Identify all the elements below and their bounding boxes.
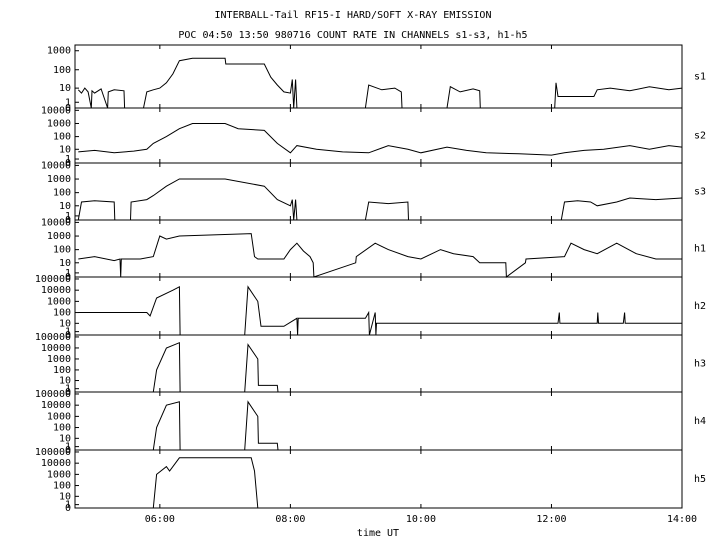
y-tick-label: 1000 [47,411,71,422]
y-tick-label: 10000 [41,285,71,296]
data-line [78,457,259,509]
y-tick-label: 10 [59,83,71,94]
data-line [78,285,682,336]
y-tick-label: 10000 [41,400,71,411]
y-tick-label: 10000 [41,105,71,116]
y-tick-label: 100000 [35,274,71,285]
y-tick-label: 10 [59,318,71,329]
panel-label: h1 [694,244,706,255]
y-tick-label: 100 [53,65,71,76]
panel-label: h4 [694,416,706,427]
y-tick-label: 1000 [47,231,71,242]
y-tick-label: 1000 [47,46,71,57]
panel-label: h3 [694,359,706,370]
y-tick-label: 1 [65,384,71,395]
data-line [77,178,683,221]
x-tick-label: 08:00 [275,514,305,525]
y-tick-label: 1000 [47,174,71,185]
y-tick-label: 10 [59,201,71,212]
y-tick-label: 1000 [47,118,71,129]
y-tick-label: 10 [59,258,71,269]
y-tick-label: 1 [65,327,71,338]
y-tick-label: 100 [53,365,71,376]
y-tick-label: 1 [65,154,71,165]
y-tick-label: 100 [53,132,71,143]
chart-title: INTERBALL-Tail RF15-I HARD/SOFT X-RAY EM… [215,10,492,21]
y-tick-label: 100000 [35,447,71,458]
y-tick-label: 100000 [35,389,71,400]
y-tick-label: 10000 [41,217,71,228]
y-tick-label: 1000 [47,469,71,480]
x-tick-label: 10:00 [406,514,436,525]
x-tick-label: 06:00 [145,514,175,525]
y-tick-label: 1 [65,97,71,108]
chart-subtitle: POC 04:50 13:50 980716 COUNT RATE IN CHA… [178,30,527,41]
x-axis-label: time UT [357,528,399,539]
y-tick-label: 10 [59,376,71,387]
y-tick-label: 0 [65,503,71,514]
data-line [78,233,682,278]
y-tick-label: 0 [65,445,71,456]
y-tick-label: 0 [65,215,71,226]
y-tick-label: 100 [53,188,71,199]
y-tick-label: 10000 [41,343,71,354]
y-tick-label: 10000 [41,160,71,171]
panel-label: s3 [694,187,706,198]
y-tick-label: 1 [65,442,71,453]
y-tick-label: 100 [53,481,71,492]
y-tick-label: 1000 [47,296,71,307]
y-tick-label: 0 [65,158,71,169]
y-tick-label: 10000 [41,458,71,469]
panel-label: h5 [694,474,706,485]
y-tick-label: 1000 [47,354,71,365]
y-tick-label: 0 [65,103,71,114]
y-tick-label: 100 [53,245,71,256]
data-line [77,57,683,109]
panel-label: h2 [694,301,706,312]
x-tick-label: 14:00 [667,514,697,525]
x-tick-label: 12:00 [536,514,566,525]
y-tick-label: 10 [59,433,71,444]
y-tick-label: 10 [59,144,71,155]
y-tick-label: 1 [65,268,71,279]
y-tick-label: 100 [53,423,71,434]
panel-label: s2 [694,131,706,142]
data-line [78,123,683,156]
y-tick-label: 1 [65,500,71,511]
y-tick-label: 100 [53,308,71,319]
y-tick-label: 0 [65,272,71,283]
y-tick-label: 100000 [35,332,71,343]
y-tick-label: 0 [65,387,71,398]
y-tick-label: 10 [59,491,71,502]
panel-frame [74,449,683,509]
panel-label: s1 [694,72,706,83]
y-tick-label: 0 [65,330,71,341]
y-tick-label: 1 [65,211,71,222]
